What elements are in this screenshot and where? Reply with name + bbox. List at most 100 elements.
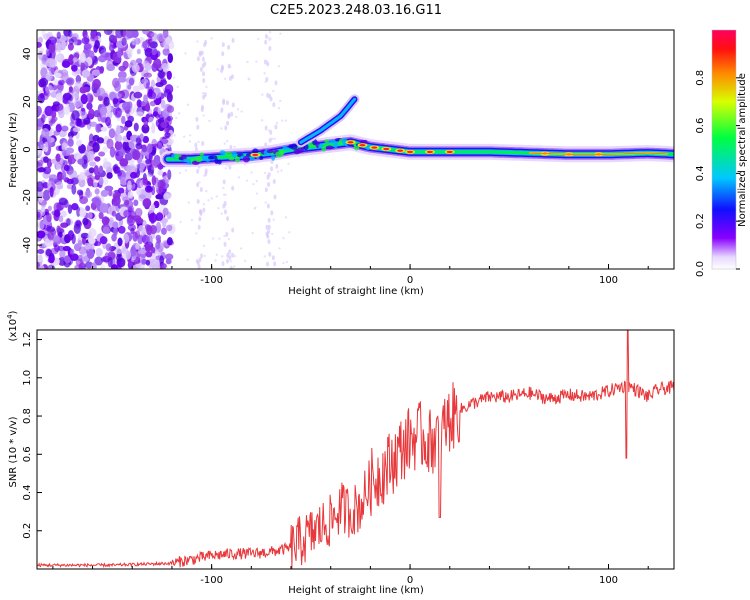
noise-blob [125,30,135,39]
noise-blob [52,103,57,111]
noise-blob [147,235,153,246]
noise-blob [86,93,94,104]
faint-dot [172,76,176,79]
noise-blob [141,227,147,235]
noise-blob [93,178,98,188]
noise-blob [146,185,152,192]
noise-blob [116,49,123,59]
faint-streak-blob [267,224,271,230]
noise-blob [164,132,171,138]
noise-blob [54,244,60,253]
noise-blob [55,123,62,133]
noise-blob [94,39,100,50]
spectrogram-x-label: Height of straight line (km) [288,286,424,297]
noise-blob [159,262,167,269]
faint-streak-blob [195,258,199,264]
faint-dot [233,145,236,149]
noise-blob [166,115,174,122]
noise-blob [127,163,136,175]
noise-blob [94,156,101,162]
spectrogram-y-ticks: -40 -20 0 20 40 [22,48,42,253]
noise-blob [86,174,95,184]
noise-blob [98,151,106,157]
noise-blob [76,189,84,196]
noise-blob [121,245,126,254]
faint-dot [285,260,289,264]
noise-blob [37,254,43,263]
noise-blob [112,35,118,43]
faint-dot [223,234,226,238]
faint-dot [183,135,186,138]
noise-blob [43,156,49,163]
faint-streak-blob [195,116,199,122]
noise-blob [114,248,123,255]
noise-blob [43,225,52,231]
noise-blob [87,212,93,220]
faint-streak-blob [270,210,274,216]
faint-dot [177,112,181,115]
faint-dot [227,237,231,241]
ridge-hotspot-core [426,150,433,154]
faint-streak-blob [269,96,273,102]
noise-blob [91,69,101,76]
noise-blob [63,105,71,116]
noise-blob [87,150,95,162]
noise-blob [94,188,100,195]
faint-dot [253,207,256,210]
noise-blob [86,102,93,110]
faint-dot [287,162,290,165]
noise-blob [134,207,143,217]
noise-blob [80,93,88,105]
faint-dot [282,261,285,265]
faint-dot [280,169,283,172]
faint-streak-blob [267,217,271,223]
noise-blob [111,210,117,217]
faint-streak-blob [197,264,201,269]
noise-blob [110,264,118,269]
y-tick-label-spec-3: 20 [22,95,33,108]
faint-dot [263,171,267,175]
faint-streak-blob [220,65,224,71]
noise-blob [67,138,74,147]
noise-blob [66,218,71,226]
faint-streak-blob [198,51,202,57]
faint-dot [273,137,276,141]
noise-blob [55,153,61,162]
faint-dot [184,52,187,55]
noise-blob [148,257,158,268]
y-tick-label-snr-1: 0.4 [22,485,33,501]
noise-blob [42,181,49,189]
faint-streak-blob [224,125,228,131]
noise-blob [104,185,114,192]
noise-blob [127,48,133,59]
faint-streak-blob [265,224,269,230]
noise-blob [106,138,114,150]
noise-blob [95,247,103,257]
noise-blob [37,123,42,131]
noise-blob [99,236,108,245]
faint-streak-blob [264,125,268,131]
noise-blob [62,149,67,157]
noise-blob [165,224,173,232]
noise-blob [75,258,84,267]
noise-blob [57,79,65,86]
noise-blob [82,217,89,226]
faint-dot [252,182,255,186]
faint-streak-blob [270,166,274,172]
noise-blob [71,65,78,72]
faint-dot [235,115,238,118]
noise-blob [50,117,56,124]
noise-blob [66,77,75,86]
ridge-texture-blob [195,155,203,163]
noise-blob [155,82,164,88]
faint-streak-blob [266,61,270,67]
faint-dot [224,77,227,81]
faint-streak-blob [196,168,200,174]
faint-dot [222,186,225,190]
faint-dot [225,139,229,143]
snr-y-label: SNR (10 * v/v) [8,416,19,487]
faint-streak-blob [231,102,235,108]
y-tick-label-spec-0: -40 [22,237,33,253]
noise-blob [48,36,57,45]
